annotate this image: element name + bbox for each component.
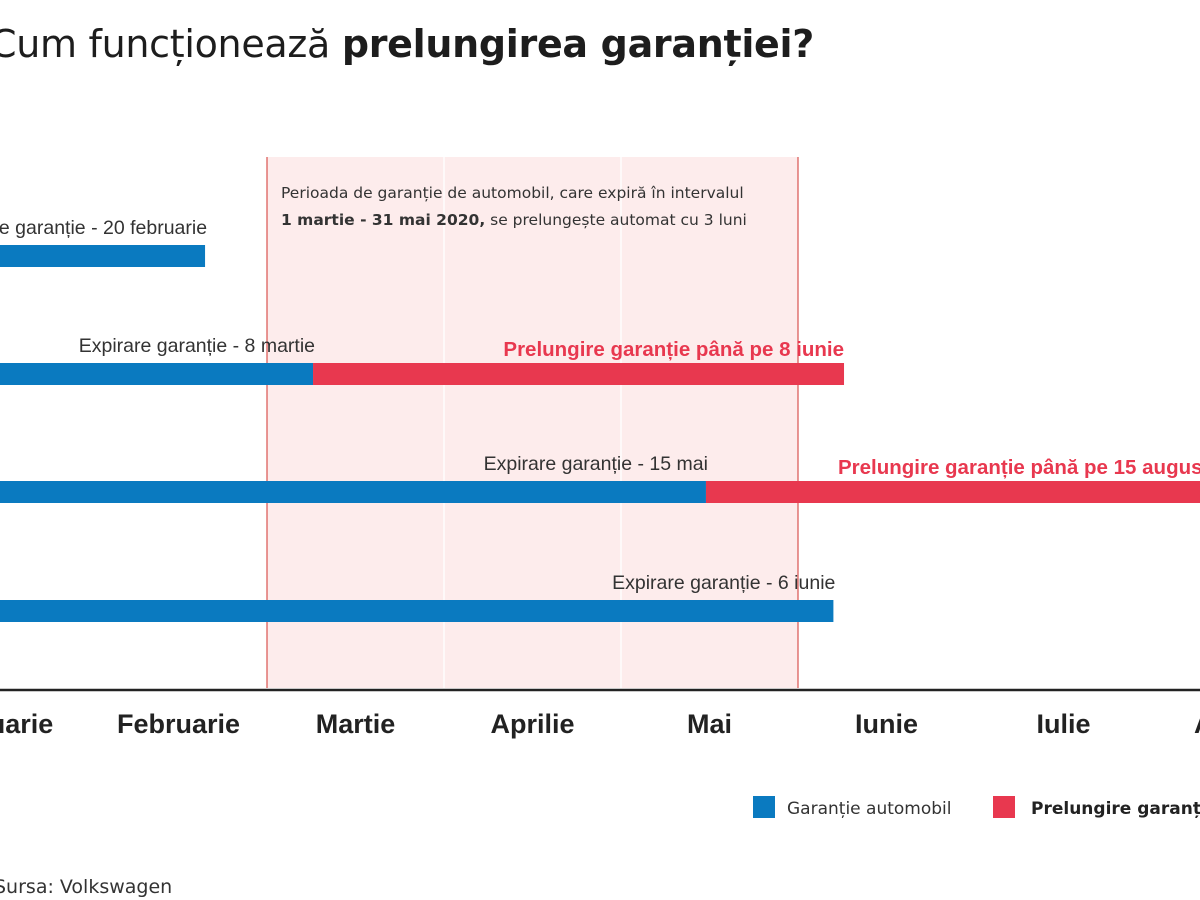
highlight-note-bold: 1 martie - 31 mai 2020,	[281, 211, 485, 229]
chart-title: Cum funcționează prelungirea garanției?	[0, 22, 814, 66]
warranty-bar-2	[0, 363, 314, 385]
source-note: Sursa: Volkswagen	[0, 876, 173, 898]
expiry-label-3: Expirare garanție - 15 mai	[484, 453, 708, 475]
month-tick-aprilie: Aprilie	[490, 709, 574, 739]
legend-label-extension: Prelungire garanție	[1031, 799, 1200, 819]
month-tick-ianuarie: Ianuarie	[0, 709, 53, 739]
highlight-note-line1: Perioada de garanție de automobil, care …	[281, 184, 744, 202]
warranty-bar-4	[0, 600, 834, 622]
month-tick-iulie: Iulie	[1036, 709, 1090, 739]
month-tick-februarie: Februarie	[117, 709, 240, 739]
extension-bar-2	[313, 363, 845, 385]
extension-label-2: Prelungire garanție până pe 8 iunie	[503, 338, 844, 361]
warranty-bar-1	[0, 245, 206, 267]
warranty-bar-3	[0, 481, 706, 503]
expiry-label-4: Expirare garanție - 6 iunie	[612, 572, 835, 594]
expiry-label-1: Expirare garanție - 20 februarie	[0, 217, 207, 239]
extension-label-3: Prelungire garanție până pe 15 august	[838, 456, 1200, 479]
legend-swatch-warranty	[753, 796, 775, 818]
legend-swatch-extension	[993, 796, 1015, 818]
title-bold: prelungirea garanției?	[341, 22, 814, 66]
title-normal: Cum funcționează	[0, 22, 342, 66]
legend-label-warranty: Garanție automobil	[787, 799, 951, 819]
month-tick-mai: Mai	[687, 709, 732, 739]
highlight-period-area	[267, 157, 798, 688]
month-tick-martie: Martie	[316, 709, 396, 739]
month-tick-iunie: Iunie	[855, 709, 918, 739]
highlight-note-rest: se prelungește automat cu 3 luni	[485, 211, 747, 229]
extension-bar-3	[705, 481, 1200, 503]
month-tick-august: August	[1194, 709, 1200, 739]
expiry-label-2: Expirare garanție - 8 martie	[79, 335, 315, 357]
highlight-note-line2: 1 martie - 31 mai 2020, se prelungește a…	[281, 211, 747, 229]
